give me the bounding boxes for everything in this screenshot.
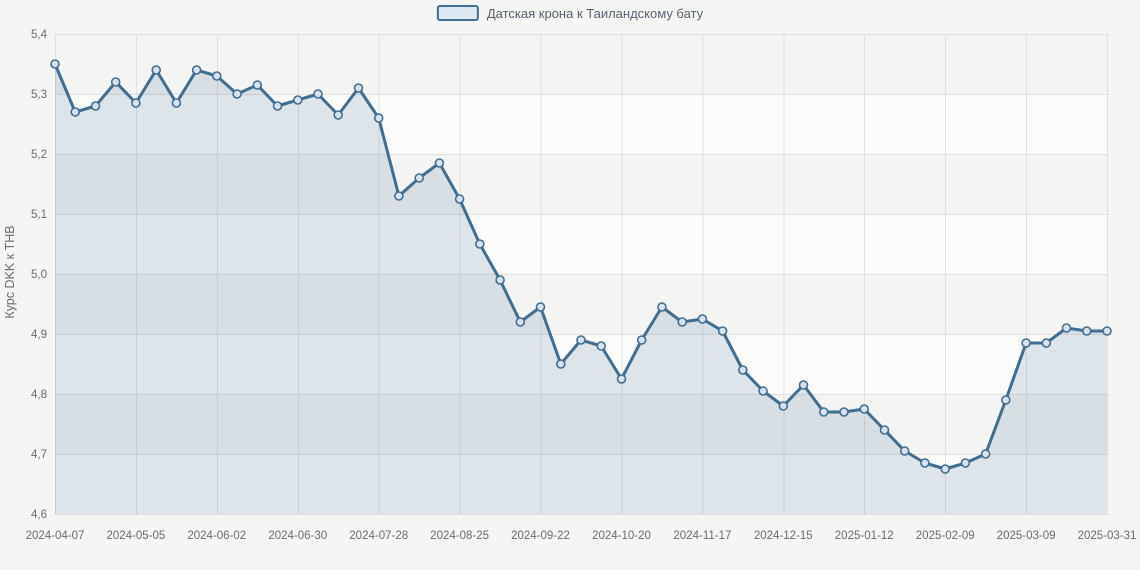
- data-point-marker[interactable]: [131, 98, 141, 108]
- plot-band: [55, 154, 1109, 214]
- data-point-marker[interactable]: [899, 446, 910, 456]
- x-tick-label: 2025-02-09: [916, 530, 975, 542]
- data-point-marker[interactable]: [960, 458, 971, 468]
- legend-label: Датская крона к Таиландскому бату: [486, 5, 704, 21]
- y-tick-label: 5,1: [31, 209, 47, 221]
- y-tick-label: 4,7: [31, 449, 47, 461]
- data-point-marker[interactable]: [1082, 326, 1092, 336]
- data-point-marker[interactable]: [616, 374, 627, 384]
- data-point-marker[interactable]: [353, 83, 364, 93]
- x-tick-label: 2024-06-02: [187, 530, 246, 542]
- plot-band: [55, 394, 1109, 454]
- x-tick-label: 2025-03-31: [1078, 530, 1137, 542]
- data-point-marker[interactable]: [818, 407, 829, 417]
- legend-swatch-icon: [436, 5, 479, 21]
- data-point-marker[interactable]: [191, 65, 202, 75]
- data-point-marker[interactable]: [70, 107, 80, 117]
- x-tick-label: 2025-03-09: [997, 530, 1056, 542]
- data-point-marker[interactable]: [1102, 326, 1112, 336]
- x-tick-label: 2024-06-30: [268, 530, 327, 542]
- data-point-marker[interactable]: [697, 314, 708, 324]
- series-area: [55, 64, 1107, 514]
- x-tick-label: 2024-05-05: [106, 530, 165, 542]
- data-point-marker[interactable]: [151, 65, 161, 75]
- data-point-marker[interactable]: [495, 275, 505, 285]
- x-tick-label: 2025-01-12: [835, 530, 894, 542]
- data-point-marker[interactable]: [657, 302, 667, 312]
- data-point-marker[interactable]: [1021, 338, 1031, 348]
- data-point-marker[interactable]: [110, 77, 121, 87]
- data-point-marker[interactable]: [717, 326, 728, 336]
- data-point-marker[interactable]: [596, 341, 607, 351]
- data-point-marker[interactable]: [920, 458, 930, 468]
- plot-band: [55, 214, 1109, 274]
- y-tick-label: 4,6: [31, 509, 47, 521]
- data-point-marker[interactable]: [535, 302, 546, 312]
- y-axis-title: Курс DKK к THB: [3, 225, 17, 318]
- data-point-marker[interactable]: [373, 113, 384, 123]
- x-tick-label: 2024-11-17: [673, 530, 731, 542]
- data-point-marker[interactable]: [90, 101, 101, 111]
- data-point-marker[interactable]: [272, 101, 283, 111]
- data-point-marker[interactable]: [333, 110, 344, 120]
- plot-band: [55, 94, 1109, 154]
- x-tick-label: 2024-09-22: [511, 530, 570, 542]
- data-point-marker[interactable]: [758, 386, 768, 396]
- data-point-marker[interactable]: [50, 59, 60, 69]
- y-tick-label: 5,4: [31, 29, 48, 41]
- x-tick-label: 2024-07-28: [349, 530, 408, 542]
- data-point-marker[interactable]: [980, 449, 991, 459]
- data-point-marker[interactable]: [313, 89, 323, 99]
- data-point-marker[interactable]: [778, 401, 789, 411]
- x-tick-label: 2024-04-07: [26, 530, 85, 542]
- data-point-marker[interactable]: [1000, 395, 1011, 405]
- x-tick-label: 2024-08-25: [430, 530, 489, 542]
- data-point-marker[interactable]: [414, 173, 425, 183]
- data-point-marker[interactable]: [515, 317, 526, 327]
- data-point-marker[interactable]: [232, 89, 242, 99]
- data-point-marker[interactable]: [474, 239, 485, 249]
- data-point-marker[interactable]: [737, 365, 748, 375]
- data-point-marker[interactable]: [434, 158, 445, 168]
- data-point-marker[interactable]: [940, 464, 951, 474]
- data-point-marker[interactable]: [212, 71, 222, 81]
- data-point-marker[interactable]: [171, 98, 182, 108]
- data-point-marker[interactable]: [677, 317, 688, 327]
- data-point-marker[interactable]: [394, 191, 404, 201]
- data-point-marker[interactable]: [798, 380, 809, 390]
- y-tick-label: 4,8: [31, 389, 47, 401]
- data-point-marker[interactable]: [1061, 323, 1072, 333]
- data-point-marker[interactable]: [292, 95, 303, 105]
- y-tick-label: 5,3: [31, 89, 47, 101]
- chart-legend[interactable]: Датская крона к Таиландскому бату: [436, 5, 704, 21]
- y-tick-label: 4,9: [31, 329, 47, 341]
- plot-band: [55, 34, 1109, 94]
- data-point-marker[interactable]: [555, 359, 566, 369]
- data-point-marker[interactable]: [859, 404, 870, 414]
- plot-band: [55, 274, 1109, 334]
- data-point-marker[interactable]: [252, 80, 263, 90]
- data-point-marker[interactable]: [636, 335, 647, 345]
- data-point-marker[interactable]: [454, 194, 465, 204]
- data-point-marker[interactable]: [576, 335, 586, 345]
- data-point-marker[interactable]: [839, 407, 849, 417]
- y-tick-label: 5,0: [31, 269, 47, 281]
- y-tick-label: 5,2: [31, 149, 47, 161]
- x-tick-label: 2024-10-20: [592, 530, 651, 542]
- x-tick-label: 2024-12-15: [754, 530, 813, 542]
- data-point-marker[interactable]: [1041, 338, 1052, 348]
- data-point-marker[interactable]: [879, 425, 890, 435]
